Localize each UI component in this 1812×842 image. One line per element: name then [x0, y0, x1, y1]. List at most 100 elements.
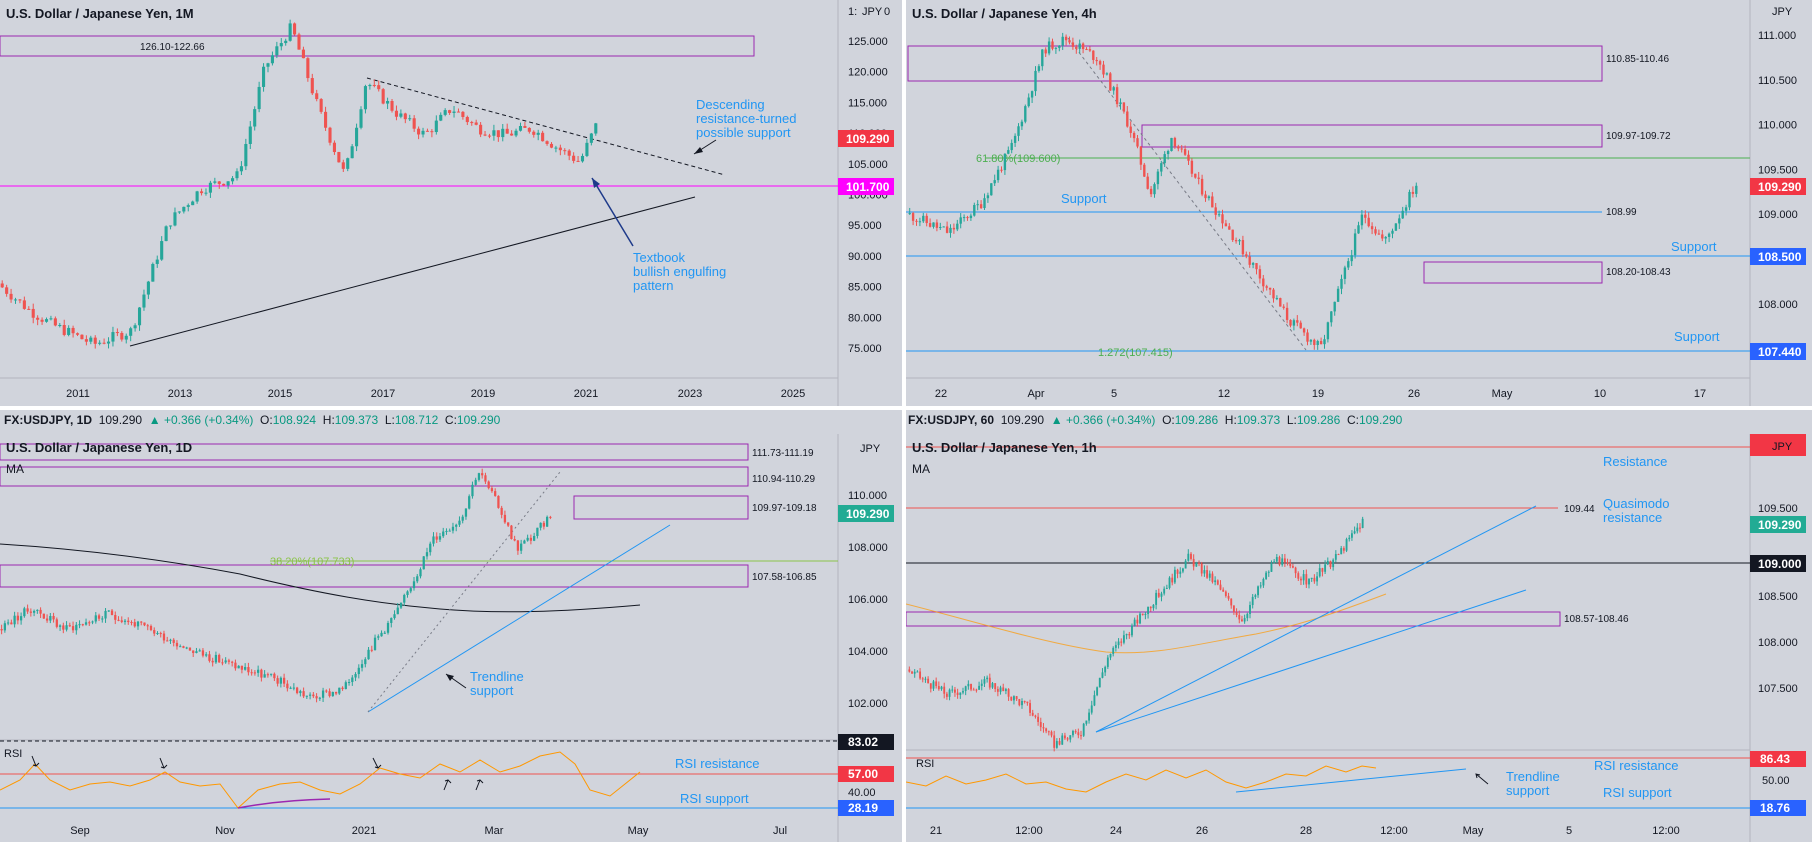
rsi-tag-top: 83.02 [848, 735, 878, 749]
candle-body [292, 687, 295, 689]
candle-body [390, 101, 394, 111]
candle-body [1119, 102, 1122, 105]
candle-body [1324, 564, 1327, 572]
x-tick-label: 10 [1594, 388, 1606, 400]
candle-body [1023, 701, 1026, 703]
candle-body [916, 671, 919, 673]
candle-body [153, 630, 156, 634]
candle-body [1316, 576, 1318, 582]
hourly-chart-svg[interactable]: Resistance 109.44 Quasimodo resistance 1… [906, 434, 1812, 842]
candle-body [1139, 146, 1143, 165]
four-hour-x-axis[interactable]: 22 Apr 5 12 19 26 May 10 17 [935, 388, 1706, 400]
candle-body [1184, 560, 1187, 569]
candle-body [585, 142, 589, 156]
candle-body [1243, 618, 1246, 622]
candle-body [445, 530, 448, 532]
candle-body [331, 691, 334, 697]
daily-chart-svg[interactable]: 111.73-111.19 110.94-110.29 109.97-109.1… [0, 434, 902, 842]
candle-body [18, 299, 22, 301]
candle-body [218, 654, 221, 663]
rsi-resistance-label: RSI resistance [675, 756, 760, 771]
candle-body [545, 516, 549, 527]
candle-body [500, 507, 503, 515]
daily-chart-pane[interactable]: 111.73-111.19 110.94-110.29 109.97-109.1… [0, 434, 902, 842]
horizontal-divider[interactable] [0, 406, 1812, 410]
candle-body [967, 683, 970, 687]
candle-body [549, 516, 552, 518]
daily-y-axis[interactable]: 110.000 108.000 106.000 104.000 102.000 [848, 490, 888, 710]
candle-body [496, 130, 500, 138]
monthly-chart-pane[interactable]: 126.10-122.66 Descending resistance-turn… [0, 0, 902, 406]
candle-body [195, 191, 199, 202]
candle-body [231, 178, 235, 182]
y-tick-label: 106.000 [848, 594, 888, 606]
candle-body [328, 691, 331, 697]
candle-body [1149, 188, 1153, 195]
candle-body [217, 181, 221, 184]
candle-body [1313, 577, 1316, 582]
x-tick-label: 21 [930, 825, 942, 837]
monthly-chart-svg[interactable]: 126.10-122.66 Descending resistance-turn… [0, 0, 902, 406]
candle-body [19, 616, 23, 621]
candle-body [951, 689, 954, 691]
candle-body [62, 324, 66, 335]
candle-body [996, 169, 1000, 181]
currency-prefix: 1: [848, 6, 857, 18]
candle-body [26, 608, 29, 612]
candle-body [168, 225, 173, 227]
candle-body [1258, 269, 1262, 279]
x-tick-label: 12:00 [1652, 825, 1680, 837]
candle-body [505, 128, 509, 134]
daily-x-axis[interactable]: Sep Nov 2021 Mar May Jul [70, 825, 787, 837]
y-tick-label: 109.500 [1758, 503, 1798, 515]
y-tick-label: 108.000 [1758, 637, 1798, 649]
level-108-99-label: 108.99 [1606, 207, 1637, 218]
candle-body [1136, 619, 1139, 624]
candle-body [106, 341, 111, 344]
candle-body [452, 111, 456, 113]
candle-body [1381, 234, 1384, 239]
hourly-chart-pane[interactable]: Resistance 109.44 Quasimodo resistance 1… [906, 434, 1812, 842]
candle-body [439, 114, 443, 121]
candle-body [81, 624, 84, 626]
candle-body [539, 522, 542, 528]
candle-body [279, 677, 283, 684]
y-tick-label: 110.000 [1758, 120, 1797, 132]
candle-body [911, 213, 915, 221]
candle-body [1255, 263, 1258, 270]
candle-body [351, 677, 354, 683]
candle-body [919, 671, 922, 679]
candle-body [275, 46, 279, 56]
pattern-annotation-arrow [591, 177, 634, 247]
candle-body [1122, 102, 1126, 112]
vertical-divider[interactable] [902, 0, 906, 842]
y-tick-label: 109.000 [1758, 209, 1798, 221]
candle-body [1187, 553, 1190, 561]
candle-body [406, 591, 409, 595]
candle-body [1231, 229, 1234, 241]
candle-body [120, 620, 123, 622]
zone-110-94-label: 110.94-110.29 [752, 474, 815, 485]
candle-body [972, 689, 975, 691]
four-hour-chart-svg[interactable]: 110.85-110.46 109.97-109.72 108.20-108.4… [906, 0, 1812, 406]
candle-body [1078, 43, 1081, 49]
hourly-rsi-label: RSI [916, 758, 934, 770]
hourly-x-axis[interactable]: 21 12:00 24 26 28 12:00 May 5 12:00 [930, 825, 1680, 837]
candle-body [276, 678, 279, 684]
candle-body [1163, 588, 1166, 594]
candle-body [80, 334, 84, 340]
candle-body [166, 640, 169, 642]
candle-body [1106, 657, 1109, 667]
candle-body [928, 223, 932, 227]
candle-body [1224, 591, 1227, 596]
hourly-y-axis[interactable]: 109.500 108.500 108.000 107.500 [1758, 503, 1798, 695]
candle-body [49, 318, 53, 320]
monthly-x-axis[interactable]: 2011 2013 2015 2017 2019 2021 2023 2025 [66, 388, 805, 400]
tag-108500: 108.500 [1758, 250, 1802, 264]
candle-body [942, 226, 945, 228]
candle-body [937, 686, 940, 690]
candle-body [994, 683, 997, 690]
four-hour-chart-pane[interactable]: 110.85-110.46 109.97-109.72 108.20-108.4… [906, 0, 1812, 406]
candle-body [120, 332, 124, 340]
candle-body [1095, 59, 1098, 62]
